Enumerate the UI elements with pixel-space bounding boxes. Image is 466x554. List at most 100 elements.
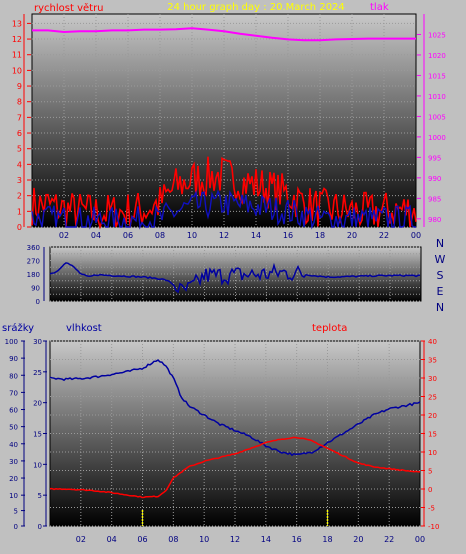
x-tick-label: 18 [315, 231, 325, 240]
humidity-tick-label: 15 [33, 431, 42, 439]
wind-axis-title: rychlost větru [34, 2, 104, 14]
x-tick-label: 16 [292, 535, 302, 544]
x-tick-label: 12 [230, 535, 240, 544]
humidity-temperature-series [49, 359, 421, 526]
humidity-temperature-grid [50, 340, 420, 527]
x-tick-label: 06 [137, 535, 147, 544]
compass-label: N [436, 301, 444, 314]
compass-label: E [437, 285, 444, 298]
axis-tick-labels: 0123456789101112139809859909951000100510… [5, 14, 446, 544]
rain-tick-label: 70 [9, 389, 18, 397]
wind-tick-label: 11 [12, 51, 22, 60]
pressure-tick-label: 990 [428, 175, 441, 183]
rain-axis-title: srážky [2, 322, 34, 334]
wind-direction-line [49, 262, 421, 294]
x-tick-label: 22 [379, 231, 389, 240]
wind-tick-label: 13 [12, 19, 22, 28]
wind-tick-label: 1 [17, 207, 22, 216]
wind-tick-label: 8 [17, 98, 22, 107]
temperature-tick-label: 15 [428, 431, 437, 439]
wind-tick-label: 9 [17, 82, 22, 91]
pressure-tick-label: 1020 [428, 52, 446, 60]
rain-tick-label: 60 [9, 407, 18, 415]
x-tick-label: 20 [353, 535, 363, 544]
temperature-tick-label: 5 [428, 468, 432, 476]
pressure-tick-label: 1005 [428, 113, 446, 121]
wind-tick-label: 0 [17, 223, 22, 232]
chart-title: 24 hour graph day : 20.March 2024 [167, 2, 345, 13]
temperature-tick-label: 20 [428, 412, 437, 420]
wind-tick-label: 6 [17, 129, 22, 138]
wind-tick-label: 2 [17, 192, 22, 201]
humidity-tick-label: 10 [33, 461, 42, 469]
temperature-tick-label: -5 [428, 505, 435, 513]
temperature-axis-title: teplota [312, 323, 347, 334]
humidity-tick-label: 0 [38, 523, 42, 531]
x-tick-label: 22 [384, 535, 394, 544]
pressure-tick-label: 995 [428, 154, 441, 162]
rain-tick-label: 10 [9, 492, 18, 500]
wind-tick-label: 10 [12, 66, 22, 75]
compass-label: N [436, 237, 444, 250]
pressure-tick-label: 985 [428, 195, 441, 203]
pressure-tick-label: 1025 [428, 31, 446, 39]
wind-tick-label: 12 [12, 35, 22, 44]
rain-tick-label: 40 [9, 441, 18, 449]
x-tick-label: 04 [91, 231, 101, 240]
x-tick-label: 04 [107, 535, 117, 544]
compass-label: W [435, 253, 446, 266]
rain-tick-label: 5 [14, 508, 18, 516]
pressure-tick-label: 1015 [428, 72, 446, 80]
humidity-line [49, 359, 421, 457]
humidity-axis-title: vlhkost [66, 323, 102, 334]
humidity-tick-label: 5 [38, 492, 42, 500]
x-tick-label: 08 [168, 535, 178, 544]
direction-tick-label: 360 [27, 244, 40, 252]
x-tick-label: 16 [283, 231, 293, 240]
humidity-tick-label: 30 [33, 338, 42, 346]
x-tick-label: 12 [219, 231, 229, 240]
temperature-tick-label: 25 [428, 394, 437, 402]
wind-tick-label: 3 [17, 176, 22, 185]
x-tick-label: 14 [261, 535, 271, 544]
wind-tick-label: 4 [17, 160, 22, 169]
temperature-tick-label: 10 [428, 449, 437, 457]
x-tick-label: 18 [322, 535, 332, 544]
rain-tick-label: 0 [14, 523, 18, 531]
x-tick-label: 02 [76, 535, 86, 544]
x-tick-label: 00 [411, 231, 421, 240]
wind-gust-line [31, 189, 416, 230]
direction-tick-label: 90 [31, 285, 40, 293]
temperature-tick-label: 35 [428, 357, 437, 365]
x-tick-label: 20 [347, 231, 357, 240]
temperature-tick-label: 30 [428, 375, 437, 383]
humidity-tick-label: 20 [33, 400, 42, 408]
temperature-tick-label: -10 [428, 523, 439, 531]
x-tick-label: 00 [415, 535, 425, 544]
rain-tick-label: 30 [9, 458, 18, 466]
pressure-tick-label: 1000 [428, 134, 446, 142]
direction-grid [50, 246, 421, 302]
humidity-tick-label: 25 [33, 369, 42, 377]
rain-tick-label: 90 [9, 355, 18, 363]
pressure-tick-label: 1010 [428, 93, 446, 101]
rain-tick-label: 80 [9, 372, 18, 380]
direction-tick-label: 180 [27, 271, 40, 279]
temperature-line [50, 436, 421, 499]
direction-tick-label: 270 [27, 258, 40, 266]
rain-tick-label: 100 [5, 338, 18, 346]
temperature-tick-label: 0 [428, 486, 432, 494]
x-tick-label: 08 [155, 231, 165, 240]
wind-tick-label: 5 [17, 145, 22, 154]
direction-series [49, 262, 421, 294]
x-tick-label: 14 [251, 231, 261, 240]
rain-tick-label: 20 [9, 475, 18, 483]
rain-tick-label: 50 [9, 424, 18, 432]
direction-tick-label: 0 [36, 298, 40, 306]
x-tick-label: 02 [59, 231, 69, 240]
temperature-tick-label: 40 [428, 338, 437, 346]
wind-tick-label: 7 [17, 113, 22, 122]
x-tick-label: 06 [123, 231, 133, 240]
